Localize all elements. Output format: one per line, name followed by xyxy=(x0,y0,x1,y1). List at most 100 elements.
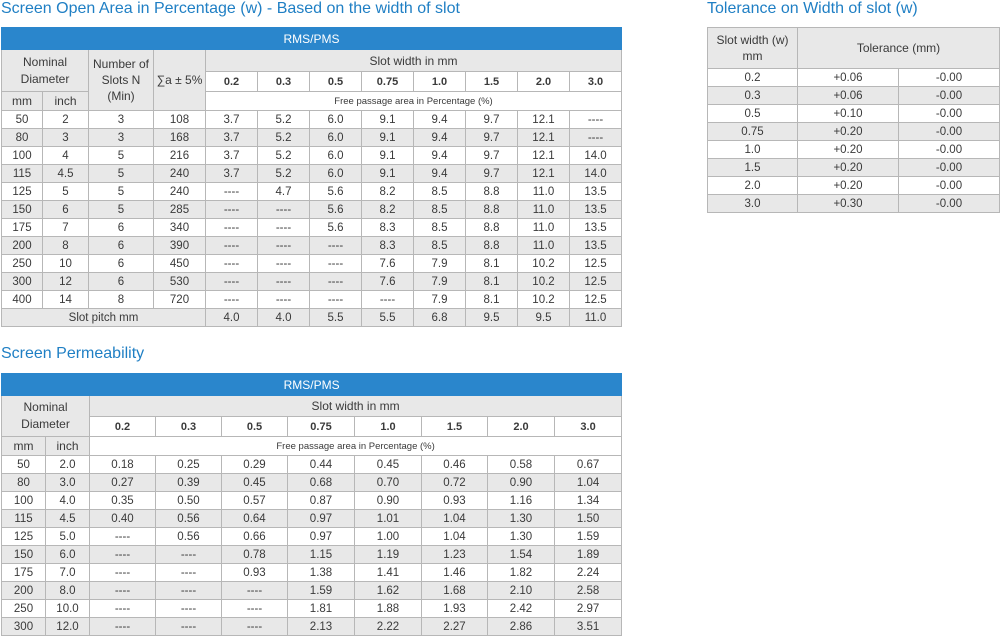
number-of-slots-header: Number of Slots N (Min) xyxy=(88,49,154,111)
table-cell: 5.2 xyxy=(257,164,310,183)
table-cell: -0.00 xyxy=(897,68,1000,87)
table-cell: 1.59 xyxy=(287,581,355,600)
table-cell: 1.41 xyxy=(354,563,422,582)
table-cell: 0.75 xyxy=(707,122,798,141)
table-cell: 0.90 xyxy=(354,491,422,510)
table-cell: 5.2 xyxy=(257,110,310,129)
table-cell: 50 xyxy=(1,110,43,129)
table-cell: 7.9 xyxy=(413,254,466,273)
table-cell: 1.04 xyxy=(553,473,623,492)
table-cell: 5 xyxy=(88,182,154,201)
table-cell: 14 xyxy=(42,290,89,309)
table-cell: 5.0 xyxy=(45,527,90,546)
table-cell: 8.5 xyxy=(413,200,466,219)
tolerance-mm-header: Tolerance (mm) xyxy=(796,27,1000,69)
table-cell: 1.30 xyxy=(487,509,555,528)
table-cell: 13.5 xyxy=(568,218,623,237)
table-cell: +0.30 xyxy=(797,194,899,213)
perm-inch-header: inch xyxy=(45,436,90,456)
perm-nominal-diameter-header: Nominal Diameter xyxy=(1,395,90,437)
table-row: 175 7.0 ---- ---- 0.93 1.38 1.41 1.46 1.82 2.24 xyxy=(1,563,623,582)
table-cell: 10.2 xyxy=(517,272,570,291)
table-cell: 0.5 xyxy=(707,104,798,123)
table-cell: 6 xyxy=(88,236,154,255)
table-cell: 9.4 xyxy=(413,128,466,147)
table-cell: 3.7 xyxy=(205,110,258,129)
table-cell: 6.0 xyxy=(45,545,90,564)
table-cell: 250 xyxy=(1,254,43,273)
table-cell: 8.3 xyxy=(361,236,414,255)
slot-width-col-header: 0.3 xyxy=(155,416,222,437)
table-cell: 0.50 xyxy=(155,491,222,510)
slot-width-col-header: 1.5 xyxy=(421,416,488,437)
table-cell: 0.45 xyxy=(221,473,288,492)
table-cell: 0.68 xyxy=(287,473,355,492)
open-area-title: Screen Open Area in Percentage (w) - Bas… xyxy=(1,0,460,17)
table-cell: 12.1 xyxy=(517,146,570,165)
table-cell: 13.5 xyxy=(568,236,623,255)
table-cell: 1.5 xyxy=(707,158,798,177)
table-cell: ---- xyxy=(89,527,156,546)
table-cell: 0.29 xyxy=(221,455,288,474)
tolerance-table: Slot width (w) mm Tolerance (mm) 0.2 +0.0… xyxy=(707,27,1000,213)
table-cell: 6.0 xyxy=(309,110,362,129)
slot-width-col-header: 0.5 xyxy=(221,416,288,437)
slot-width-col-header: 1.0 xyxy=(413,71,466,92)
table-row: 250 10.0 ---- ---- ---- 1.81 1.88 1.93 2.42 2.97 xyxy=(1,599,623,618)
table-cell: 5 xyxy=(88,146,154,165)
table-cell: ---- xyxy=(89,563,156,582)
slot-width-mm-header: Slot width (w) mm xyxy=(707,27,798,69)
table-row: 0.3 +0.06 -0.00 xyxy=(707,86,1000,105)
slot-pitch-cell: 9.5 xyxy=(465,308,518,327)
table-cell: 7.6 xyxy=(361,254,414,273)
table-cell: ---- xyxy=(221,599,288,618)
table-cell: 0.72 xyxy=(421,473,488,492)
table-cell: 9.4 xyxy=(413,146,466,165)
table-cell: 12 xyxy=(42,272,89,291)
table-cell: 0.93 xyxy=(421,491,488,510)
table-cell: 1.19 xyxy=(354,545,422,564)
table-cell: ---- xyxy=(309,272,362,291)
table-cell: 175 xyxy=(1,218,43,237)
table-cell: 8 xyxy=(88,290,154,309)
table-cell: 1.04 xyxy=(421,527,488,546)
table-cell: -0.00 xyxy=(897,194,1000,213)
table-cell: 125 xyxy=(1,527,46,546)
table-cell: ---- xyxy=(155,563,222,582)
permeability-band: RMS/PMS xyxy=(0,373,623,396)
table-row: 400 14 8 720 ---- ---- ---- ---- 7.9 8.1 10.2 12.5 xyxy=(1,290,623,309)
table-cell: 9.1 xyxy=(361,146,414,165)
table-cell: 300 xyxy=(1,272,43,291)
table-cell: 5.2 xyxy=(257,146,310,165)
table-cell: ---- xyxy=(205,236,258,255)
table-cell: 240 xyxy=(153,182,206,201)
table-cell: 2.22 xyxy=(354,617,422,636)
table-row: 150 6.0 ---- ---- 0.78 1.15 1.19 1.23 1.54 1.89 xyxy=(1,545,623,564)
table-cell: 0.70 xyxy=(354,473,422,492)
table-cell: 3.51 xyxy=(553,617,623,636)
slot-pitch-cell: 4.0 xyxy=(205,308,258,327)
table-cell: ---- xyxy=(309,236,362,255)
table-cell: ---- xyxy=(309,290,362,309)
table-cell: ---- xyxy=(221,581,288,600)
slot-pitch-cell: 4.0 xyxy=(257,308,310,327)
table-cell: 8.1 xyxy=(465,290,518,309)
table-cell: 2.86 xyxy=(487,617,555,636)
table-row: 300 12 6 530 ---- ---- ---- 7.6 7.9 8.1 10.2 12.5 xyxy=(1,272,623,291)
table-cell: 9.4 xyxy=(413,110,466,129)
slot-width-col-header: 3.0 xyxy=(553,416,623,437)
table-cell: 11.0 xyxy=(517,218,570,237)
table-cell: 4.7 xyxy=(257,182,310,201)
table-cell: 8.5 xyxy=(413,182,466,201)
perm-free-passage-header: Free passage area in Percentage (%) xyxy=(88,436,623,456)
table-cell: ---- xyxy=(361,290,414,309)
table-cell: 0.64 xyxy=(221,509,288,528)
table-cell: 4.0 xyxy=(45,491,90,510)
table-cell: 5.6 xyxy=(309,182,362,201)
table-cell: 100 xyxy=(1,146,43,165)
table-row: 200 8 6 390 ---- ---- ---- 8.3 8.5 8.8 11.0 13.5 xyxy=(1,236,623,255)
slot-width-col-header: 0.5 xyxy=(309,71,362,92)
table-cell: 8 xyxy=(42,236,89,255)
table-cell: ---- xyxy=(205,272,258,291)
table-cell: 50 xyxy=(1,455,46,474)
